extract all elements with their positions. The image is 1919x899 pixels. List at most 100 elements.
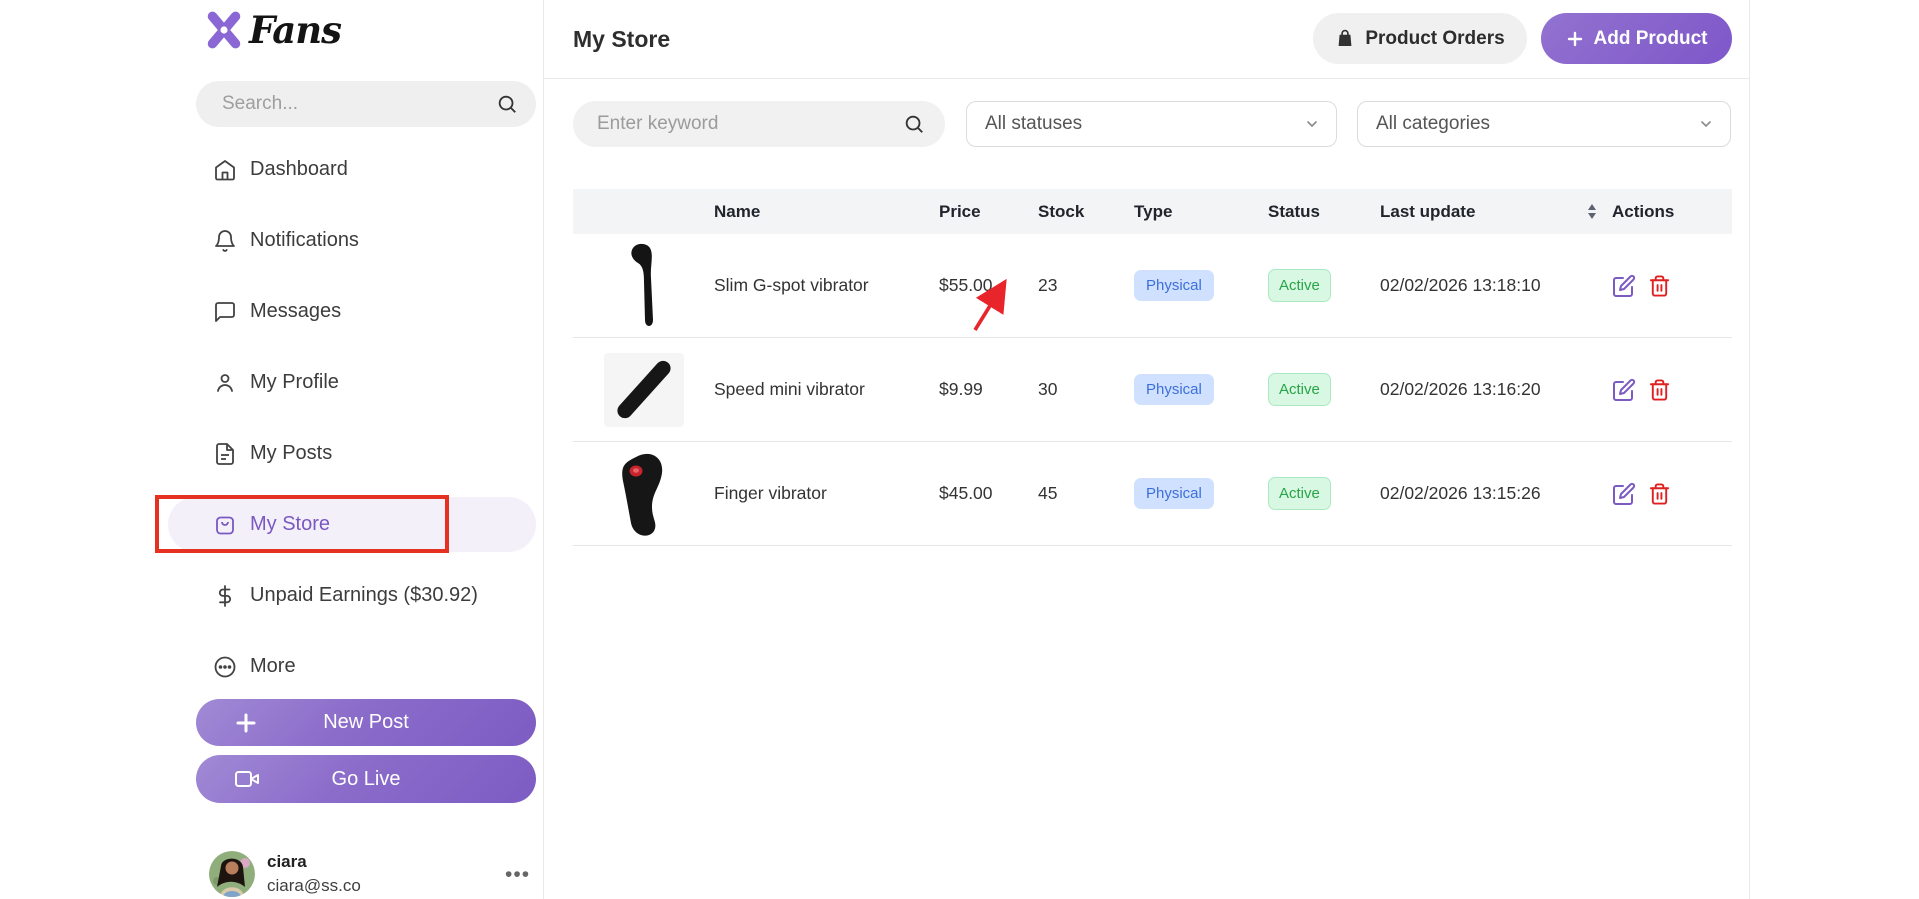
user-profile[interactable]: ciara ciara@ss.co ••• xyxy=(209,851,539,897)
chevron-down-icon xyxy=(1304,116,1320,132)
header-divider xyxy=(544,78,1749,79)
product-name: Slim G-spot vibrator xyxy=(714,275,869,295)
new-post-label: New Post xyxy=(323,711,409,733)
table-row: Speed mini vibrator $9.99 30 Physical Ac… xyxy=(573,338,1732,442)
column-header-name: Name xyxy=(714,201,761,221)
plus-icon xyxy=(1566,30,1584,48)
bag-icon xyxy=(1335,28,1355,49)
brand-logo[interactable]: Fans xyxy=(203,8,342,52)
user-meta: ciara ciara@ss.co xyxy=(267,851,361,896)
status-select[interactable]: All statuses xyxy=(966,101,1337,147)
sidebar-item-label: Notifications xyxy=(250,229,359,251)
user-menu-dots[interactable]: ••• xyxy=(505,863,531,886)
type-badge: Physical xyxy=(1134,270,1214,301)
video-camera-icon xyxy=(234,768,260,790)
chevron-down-icon xyxy=(1698,116,1714,132)
sidebar-item-label: More xyxy=(250,655,296,677)
keyword-input[interactable] xyxy=(573,113,903,135)
sidebar-item-my-posts[interactable]: My Posts xyxy=(168,418,536,489)
add-product-button[interactable]: Add Product xyxy=(1541,13,1732,64)
product-price: $45.00 xyxy=(939,483,993,503)
column-header-status: Status xyxy=(1268,201,1320,221)
edit-button[interactable] xyxy=(1612,274,1636,298)
product-stock: 45 xyxy=(1038,483,1058,503)
document-icon xyxy=(212,441,237,466)
product-orders-label: Product Orders xyxy=(1365,27,1505,49)
column-header-actions: Actions xyxy=(1612,201,1675,221)
go-live-label: Go Live xyxy=(331,767,401,790)
category-select-value: All categories xyxy=(1376,113,1491,134)
column-header-stock: Stock xyxy=(1038,201,1085,221)
go-live-button[interactable]: Go Live xyxy=(196,755,536,803)
sidebar-search[interactable] xyxy=(196,81,536,127)
brand-x-icon xyxy=(203,9,245,51)
bell-icon xyxy=(212,228,237,253)
product-last-update: 02/02/2026 13:16:20 xyxy=(1380,379,1541,399)
sort-icon[interactable] xyxy=(1572,204,1612,219)
brand-logo-text: Fans xyxy=(249,8,342,52)
sidebar-item-label: My Profile xyxy=(250,371,339,393)
sidebar-item-unpaid-earnings[interactable]: Unpaid Earnings ($30.92) xyxy=(168,560,536,631)
product-orders-button[interactable]: Product Orders xyxy=(1313,13,1527,64)
sidebar-item-my-store[interactable]: My Store xyxy=(168,489,536,560)
type-badge: Physical xyxy=(1134,374,1214,405)
status-badge: Active xyxy=(1268,269,1331,302)
edit-button[interactable] xyxy=(1612,378,1636,402)
product-name: Finger vibrator xyxy=(714,483,827,503)
status-badge: Active xyxy=(1268,477,1331,510)
sidebar-nav: Dashboard Notifications Messages My Prof… xyxy=(168,134,536,702)
category-select[interactable]: All categories xyxy=(1357,101,1731,147)
product-name: Speed mini vibrator xyxy=(714,379,865,399)
new-post-button[interactable]: New Post xyxy=(196,699,536,746)
product-stock: 30 xyxy=(1038,379,1058,399)
sidebar-item-label: My Store xyxy=(250,513,331,535)
product-stock: 23 xyxy=(1038,275,1058,295)
delete-button[interactable] xyxy=(1648,274,1671,298)
sidebar-item-label: Unpaid Earnings ($30.92) xyxy=(250,584,478,606)
dollar-icon xyxy=(212,583,237,608)
user-email: ciara@ss.co xyxy=(267,876,361,895)
sidebar-item-label: Dashboard xyxy=(250,158,348,180)
delete-button[interactable] xyxy=(1648,482,1671,506)
column-header-last-update: Last update xyxy=(1380,201,1476,221)
keyword-filter[interactable] xyxy=(573,101,945,147)
message-icon xyxy=(212,299,237,324)
status-badge: Active xyxy=(1268,373,1331,406)
home-icon xyxy=(212,157,237,182)
delete-button[interactable] xyxy=(1648,378,1671,402)
column-header-type: Type xyxy=(1134,201,1173,221)
search-icon[interactable] xyxy=(903,113,925,135)
product-last-update: 02/02/2026 13:15:26 xyxy=(1380,483,1541,503)
table-row: Slim G-spot vibrator $55.00 23 Physical … xyxy=(573,234,1732,338)
status-select-value: All statuses xyxy=(985,113,1083,134)
type-badge: Physical xyxy=(1134,478,1214,509)
search-icon[interactable] xyxy=(496,93,518,115)
product-image xyxy=(573,338,714,441)
product-last-update: 02/02/2026 13:18:10 xyxy=(1380,275,1541,295)
avatar[interactable] xyxy=(209,851,255,897)
product-image xyxy=(573,234,714,337)
product-image xyxy=(573,442,714,545)
add-product-label: Add Product xyxy=(1593,27,1708,49)
products-table: Name Price Stock Type Status Last update… xyxy=(573,189,1732,546)
product-price: $55.00 xyxy=(939,275,993,295)
shopping-bag-icon xyxy=(212,512,237,537)
sidebar-item-more[interactable]: More xyxy=(168,631,536,702)
sidebar-search-input[interactable] xyxy=(196,93,496,115)
sidebar-item-label: My Posts xyxy=(250,442,333,464)
sidebar-item-label: Messages xyxy=(250,300,342,322)
sidebar-item-messages[interactable]: Messages xyxy=(168,276,536,347)
page-title: My Store xyxy=(573,26,671,52)
user-icon xyxy=(212,370,237,395)
sidebar-divider xyxy=(543,0,544,899)
edit-button[interactable] xyxy=(1612,482,1636,506)
sidebar-item-my-profile[interactable]: My Profile xyxy=(168,347,536,418)
more-icon xyxy=(212,654,237,679)
sidebar-item-notifications[interactable]: Notifications xyxy=(168,205,536,276)
column-header-price: Price xyxy=(939,201,981,221)
product-price: $9.99 xyxy=(939,379,983,399)
table-header-row: Name Price Stock Type Status Last update… xyxy=(573,189,1732,234)
content-right-divider xyxy=(1749,0,1750,899)
table-row: Finger vibrator $45.00 45 Physical Activ… xyxy=(573,442,1732,546)
sidebar-item-dashboard[interactable]: Dashboard xyxy=(168,134,536,205)
